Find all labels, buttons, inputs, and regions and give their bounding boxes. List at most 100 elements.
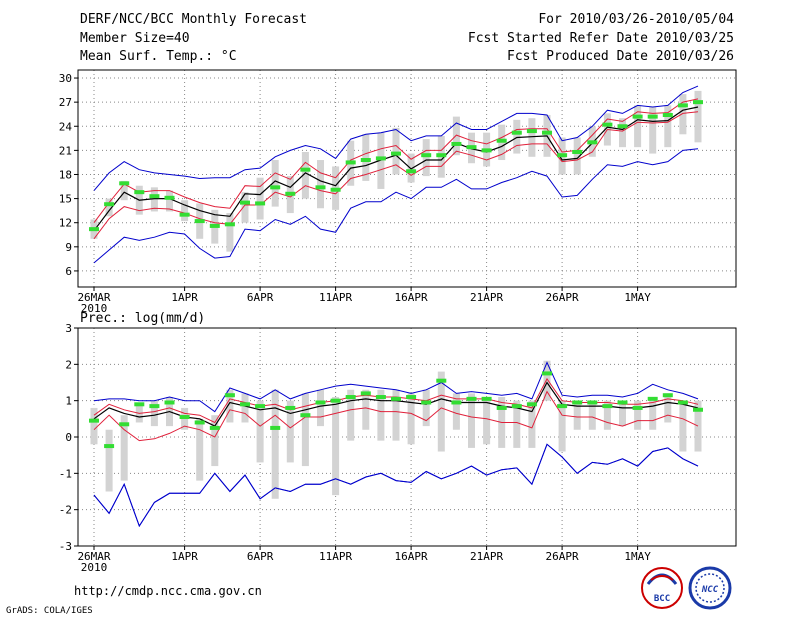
spread-bar: [286, 400, 294, 463]
observed-marker: [481, 148, 492, 153]
observed-marker: [511, 130, 522, 135]
observed-marker: [662, 393, 673, 398]
spread-bar: [634, 400, 642, 430]
observed-marker: [542, 130, 552, 135]
spread-bar: [452, 116, 460, 156]
spread-bar: [694, 90, 702, 143]
y-tick-label: 9: [65, 241, 72, 254]
observed-marker: [421, 400, 432, 405]
observed-marker: [345, 395, 356, 400]
spread-bar: [528, 400, 536, 448]
spread-bar: [317, 160, 324, 209]
spread-bar: [226, 213, 234, 252]
observed-marker: [406, 169, 417, 174]
spread-bar: [407, 153, 415, 183]
x-tick-label: 26APR: [546, 550, 579, 563]
ncc-logo-text: NCC: [701, 585, 719, 595]
observed-marker: [255, 201, 266, 206]
observed-marker: [466, 396, 477, 401]
x-tick-label: 21APR: [470, 291, 503, 304]
observed-marker: [587, 140, 598, 145]
series-ensemble-max: [93, 361, 699, 413]
y-tick-label: 2: [65, 358, 72, 371]
observed-marker: [602, 404, 613, 409]
observed-marker: [451, 400, 462, 405]
precip-panel-title: Prec.: log(mm/d): [80, 311, 205, 326]
spread-bar: [588, 400, 596, 430]
x-tick-label: 11APR: [319, 550, 352, 563]
observed-marker: [194, 219, 205, 224]
spread-bar: [166, 190, 173, 212]
x-tick-label: 1MAY: [624, 550, 651, 563]
observed-marker: [557, 404, 568, 409]
series-lower-spread: [93, 390, 699, 442]
spread-bar: [528, 118, 536, 157]
spread-bar: [573, 137, 581, 175]
spread-bar: [619, 118, 626, 148]
grads-credit: GrADS: COLA/IGES: [6, 606, 93, 616]
observed-marker: [647, 396, 658, 401]
y-tick-label: -1: [59, 467, 72, 480]
observed-marker: [391, 396, 401, 401]
observed-marker: [330, 187, 341, 192]
observed-marker: [300, 413, 311, 418]
observed-marker: [285, 405, 296, 410]
observed-marker: [617, 400, 628, 405]
observed-marker: [345, 160, 356, 165]
y-tick-label: 18: [59, 168, 72, 181]
y-tick-label: -3: [59, 540, 72, 553]
y-tick-label: 3: [65, 322, 72, 335]
observed-marker: [602, 122, 613, 127]
y-tick-label: 24: [59, 120, 73, 133]
observed-marker: [224, 393, 235, 398]
spread-bar: [407, 393, 415, 445]
spread-bar: [241, 393, 249, 423]
x-tick-year: 2010: [81, 302, 108, 315]
x-tick-label: 16APR: [395, 291, 428, 304]
spread-bar: [437, 371, 445, 452]
y-tick-label: -2: [59, 504, 72, 517]
spread-bar: [362, 389, 370, 430]
spread-bar: [317, 389, 324, 427]
observed-marker: [179, 212, 190, 217]
started-date: Fcst Started Refer Date 2010/03/25: [468, 31, 734, 46]
observed-marker: [693, 100, 703, 105]
observed-marker: [89, 418, 99, 423]
spread-bar: [543, 360, 551, 401]
observed-marker: [421, 153, 432, 158]
series-ensemble-max: [93, 85, 699, 191]
observed-marker: [526, 129, 537, 134]
y-tick-label: 21: [59, 144, 72, 157]
x-tick-label: 6APR: [247, 550, 274, 563]
observed-marker: [557, 153, 568, 158]
spread-bar: [271, 160, 279, 207]
observed-marker: [406, 395, 417, 400]
spread-bar: [649, 400, 657, 430]
observed-marker: [315, 400, 326, 405]
observed-marker: [285, 191, 296, 196]
observed-marker: [496, 138, 507, 143]
observed-marker: [647, 114, 658, 119]
spread-bar: [347, 389, 355, 441]
spread-bar: [150, 400, 158, 427]
spread-bar: [664, 105, 672, 148]
spread-bar: [679, 400, 687, 452]
x-tick-label: 21APR: [470, 550, 503, 563]
x-tick-label: 16APR: [395, 550, 428, 563]
observed-marker: [360, 158, 371, 163]
x-tick-label: 1APR: [171, 550, 198, 563]
observed-marker: [572, 149, 583, 154]
series-upper-spread: [93, 98, 699, 224]
observed-marker: [451, 141, 462, 146]
observed-marker: [134, 402, 145, 407]
spread-bar: [619, 404, 626, 427]
observed-marker: [224, 222, 235, 227]
observed-marker: [677, 400, 688, 405]
source-url[interactable]: http://cmdp.ncc.cma.gov.cn: [74, 584, 262, 598]
bcc-logo: BCC: [641, 567, 683, 609]
y-tick-label: 6: [65, 265, 72, 278]
member-size-label: Member Size=40: [80, 31, 190, 46]
